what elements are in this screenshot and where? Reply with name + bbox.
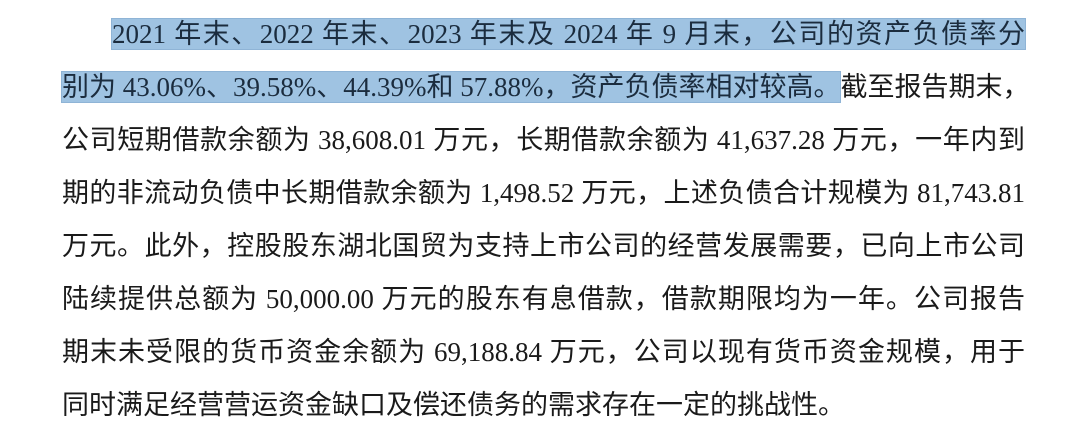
- text-line-5: 万元。此外，控股股东湖北国贸为支持上市公司的经营发展需要，已向上市公司: [62, 231, 1025, 261]
- text-line-7: 期末未受限的货币资金余额为 69,188.84 万元，公司以现有货币资金规模，用…: [62, 337, 1025, 367]
- document-paragraph: 2021 年末、2022 年末、2023 年末及 2024 年 9 月末，公司的…: [62, 8, 1029, 432]
- text-line-1: 2021 年末、2022 年末、2023 年末及 2024 年 9 月末，公司的…: [62, 8, 1025, 61]
- text-line-6: 陆续提供总额为 50,000.00 万元的股东有息借款，借款期限均为一年。公司报…: [62, 284, 1025, 314]
- selected-text[interactable]: 2021 年末、2022 年末、2023 年末及 2024 年 9 月末，公司的…: [112, 19, 1025, 49]
- text-line-2: 别为 43.06%、39.58%、44.39%和 57.88%，资产负债率相对较…: [62, 61, 1029, 114]
- text-line-3: 公司短期借款余额为 38,608.01 万元，长期借款余额为 41,637.28…: [62, 125, 1025, 155]
- selected-text[interactable]: 别为 43.06%、39.58%、44.39%和 57.88%，资产负债率相对较…: [62, 72, 841, 102]
- text-line-8: 同时满足经营营运资金缺口及偿还债务的需求存在一定的挑战性。: [62, 390, 845, 420]
- text-line-4: 期的非流动负债中长期借款余额为 1,498.52 万元，上述负债合计规模为 81…: [62, 178, 1025, 208]
- text-segment: 截至报告期末，: [840, 72, 1030, 102]
